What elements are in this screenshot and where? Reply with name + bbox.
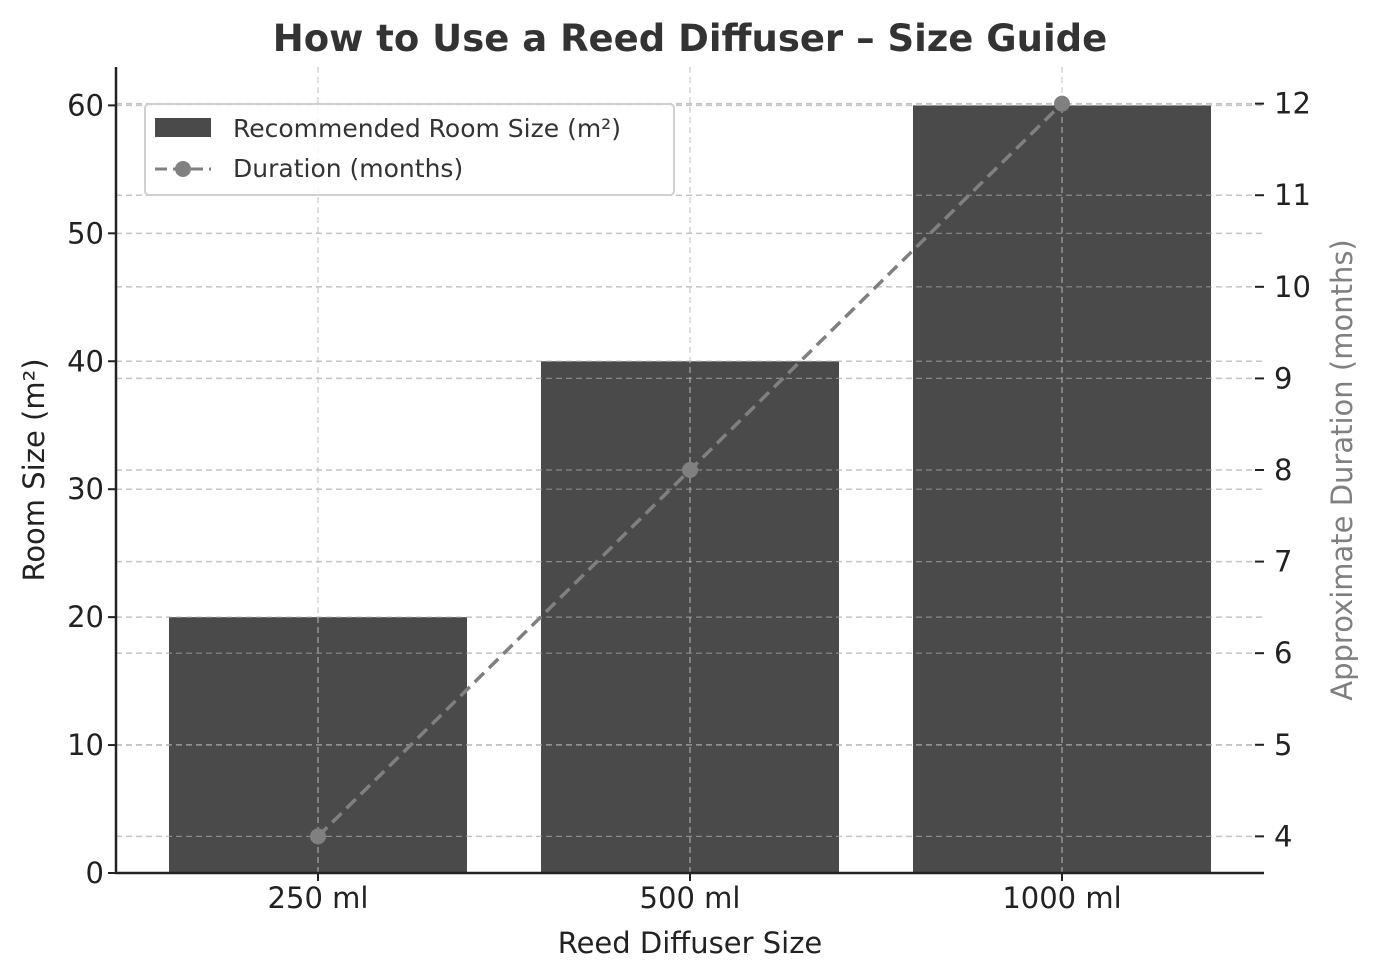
chart-title: How to Use a Reed Diffuser – Size Guide	[273, 17, 1108, 60]
y-tick-label-left: 10	[67, 728, 104, 762]
y-tick-label-right: 10	[1274, 270, 1311, 304]
left-axis-ticks: 0 10 20 30 40 50 60	[67, 88, 116, 890]
y-tick-label-left: 60	[67, 88, 104, 122]
y-tick-label-right: 12	[1274, 87, 1311, 121]
legend-marker-icon	[175, 161, 191, 177]
y-tick-label-left: 40	[67, 344, 104, 378]
grid-vertical	[116, 67, 1263, 874]
right-axis-ticks: 4 5 6 7 8 9 10 11 12	[1255, 87, 1311, 853]
duration-marker	[310, 828, 326, 845]
legend-label-room-size: Recommended Room Size (m²)	[233, 114, 621, 143]
y-tick-label-right: 6	[1274, 636, 1292, 670]
y-tick-label-left: 0	[86, 856, 104, 890]
x-tick-label: 500 ml	[640, 881, 741, 915]
y-axis-label-right: Approximate Duration (months)	[1325, 239, 1359, 701]
y-tick-label-left: 50	[67, 216, 104, 250]
y-axis-label-left: Room Size (m²)	[17, 358, 51, 581]
y-tick-label-left: 30	[67, 472, 104, 506]
y-tick-label-right: 5	[1274, 728, 1292, 762]
legend-frame	[144, 103, 675, 196]
duration-marker	[1054, 95, 1070, 112]
x-tick-label: 1000 ml	[1002, 881, 1121, 915]
y-tick-label-right: 9	[1274, 361, 1292, 395]
y-tick-label-right: 4	[1274, 819, 1292, 853]
y-tick-label-left: 20	[67, 600, 104, 634]
legend: Recommended Room Size (m²) Duration (mon…	[144, 103, 675, 196]
y-tick-label-right: 8	[1274, 453, 1292, 487]
duration-marker	[682, 462, 698, 478]
legend-label-duration: Duration (months)	[233, 154, 463, 183]
line-series	[310, 95, 1070, 845]
x-axis-label: Reed Diffuser Size	[558, 926, 823, 960]
y-tick-label-right: 11	[1274, 178, 1311, 212]
y-tick-label-right: 7	[1274, 545, 1292, 579]
x-axis-ticks: 250 ml 500 ml 1000 ml	[268, 873, 1122, 915]
x-tick-label: 250 ml	[268, 881, 369, 915]
legend-bar-swatch	[155, 118, 211, 137]
